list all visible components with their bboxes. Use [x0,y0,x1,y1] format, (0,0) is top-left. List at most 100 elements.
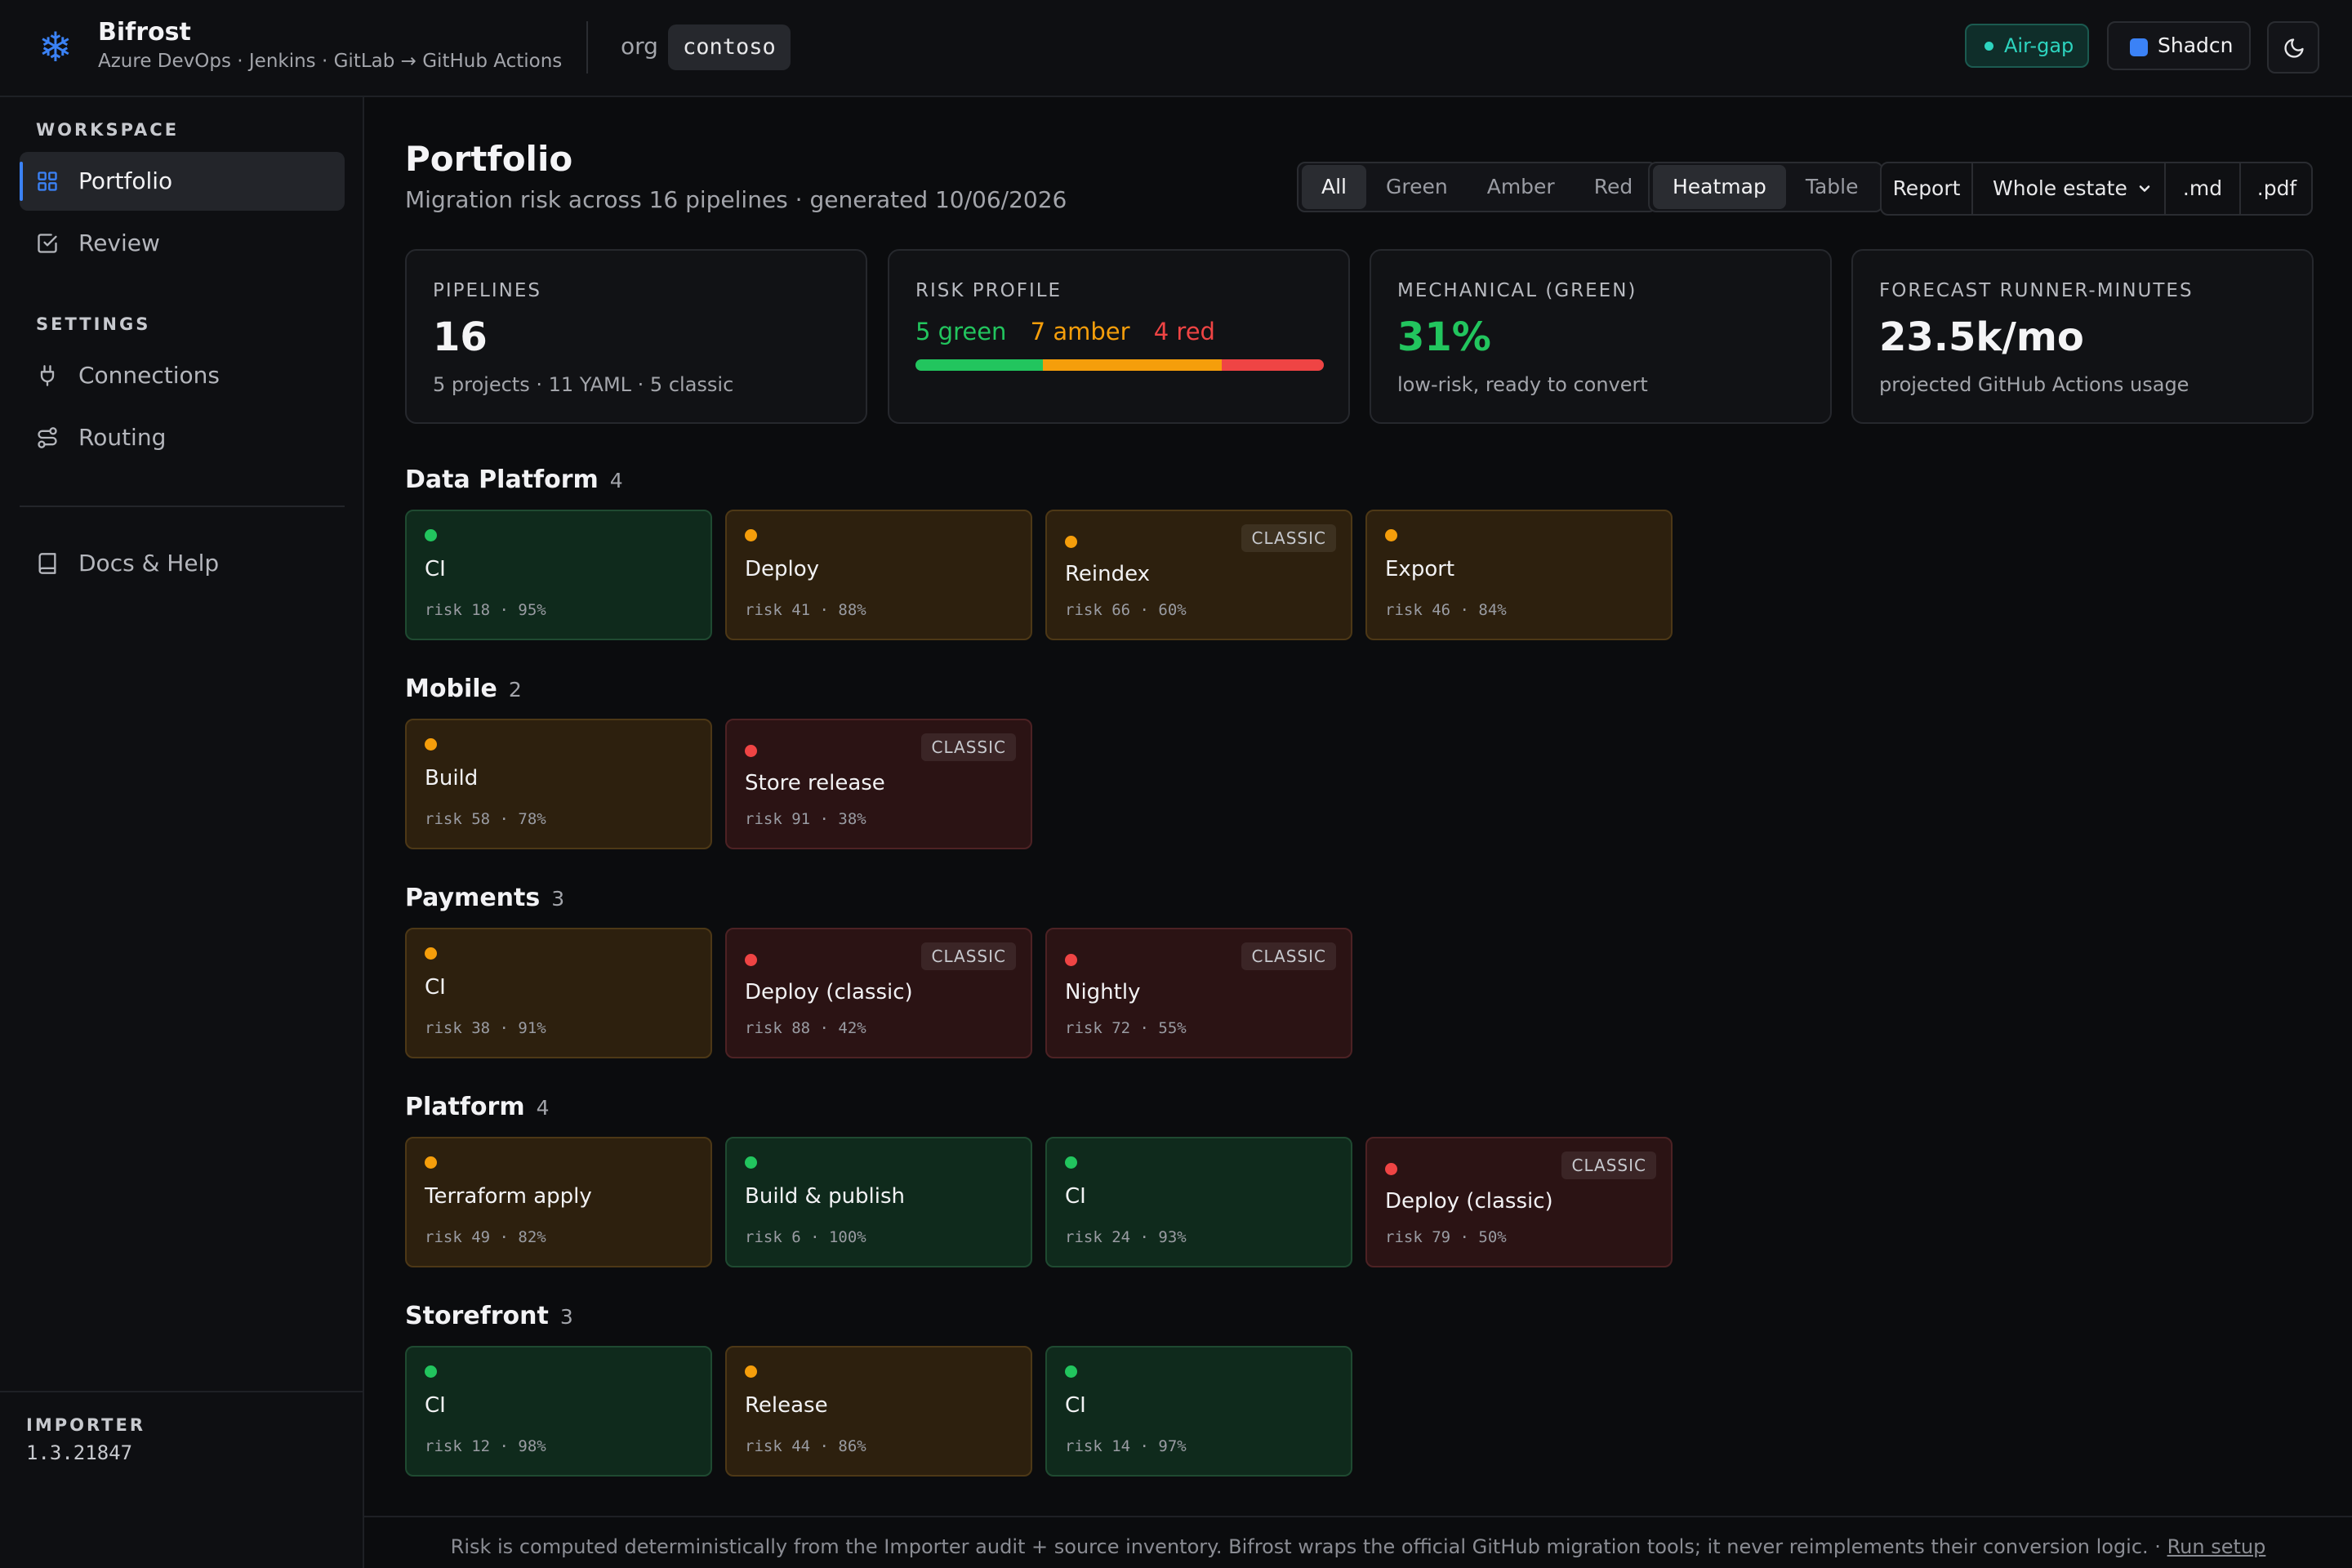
pipeline-tile[interactable]: Build risk 58 · 78% [405,719,712,849]
pipeline-tile[interactable]: CLASSIC Deploy (classic) risk 79 · 50% [1365,1137,1673,1267]
status-dot-amber [425,947,437,960]
group-name: Data Platform [405,466,599,494]
run-setup-link[interactable]: Run setup [2167,1535,2266,1558]
classic-badge: CLASSIC [1241,524,1336,552]
export-pdf-button[interactable]: .pdf [2256,176,2297,200]
risk-red-count: 4 red [1153,318,1215,345]
sidebar-item-docs[interactable]: Docs & Help [20,534,345,593]
classic-badge: CLASSIC [921,942,1016,970]
pipeline-name: Terraform apply [425,1184,592,1209]
status-dot-red [745,745,757,757]
settings-heading: SETTINGS [36,314,151,334]
airgap-badge[interactable]: Air-gap [1965,24,2089,68]
export-md-button[interactable]: .md [2182,176,2223,200]
stat-detail: projected GitHub Actions usage [1879,373,2189,396]
report-scope-select[interactable]: Whole estate [1973,163,2164,214]
stat-detail: 5 projects · 11 YAML · 5 classic [433,373,734,396]
dark-mode-toggle[interactable] [2267,21,2319,74]
pipeline-name: CI [425,975,446,1000]
pipeline-tile[interactable]: CLASSIC Store release risk 91 · 38% [725,719,1032,849]
pipeline-tile[interactable]: CI risk 18 · 95% [405,510,712,640]
pipeline-name: CI [1065,1393,1086,1418]
pipeline-tile[interactable]: CI risk 12 · 98% [405,1346,712,1477]
pipeline-tile[interactable]: Build & publish risk 6 · 100% [725,1137,1032,1267]
header-divider [586,21,588,74]
pipeline-risk-meta: risk 18 · 95% [425,601,546,619]
group-title: Mobile 2 [405,675,522,703]
group-title: Payments 3 [405,884,564,912]
sidebar-item-label: Review [78,229,160,256]
view-table[interactable]: Table [1805,175,1859,198]
group-name: Storefront [405,1302,549,1330]
pipeline-tile[interactable]: Export risk 46 · 84% [1365,510,1673,640]
classic-badge: CLASSIC [921,733,1016,761]
pipeline-risk-meta: risk 12 · 98% [425,1437,546,1455]
app-header: ❄ Bifrost Azure DevOps · Jenkins · GitLa… [0,0,2352,97]
status-dot-amber [745,529,757,541]
risk-bar-amber-segment [1043,359,1222,371]
filter-green[interactable]: Green [1386,175,1448,198]
pipeline-tile[interactable]: CLASSIC Reindex risk 66 · 60% [1045,510,1352,640]
pipeline-tile[interactable]: CLASSIC Nightly risk 72 · 55% [1045,928,1352,1058]
classic-badge: CLASSIC [1561,1152,1656,1179]
report-export: Report Whole estate .md .pdf [1880,162,2313,216]
group-name: Platform [405,1093,525,1121]
stat-label: FORECAST RUNNER-MINUTES [1879,280,2194,301]
group-count: 2 [508,678,522,702]
sidebar-item-review[interactable]: Review [20,214,345,273]
sidebar-item-routing[interactable]: Routing [20,408,345,467]
pipeline-risk-meta: risk 91 · 38% [745,810,866,828]
stat-value: 16 [433,314,488,360]
pipeline-risk-meta: risk 66 · 60% [1065,601,1187,619]
airgap-label: Air-gap [2004,34,2074,57]
org-selector[interactable]: contoso [668,24,791,70]
importer-label: IMPORTER [26,1415,146,1435]
status-dot-green [745,1156,757,1169]
sidebar-item-label: Portfolio [78,167,173,194]
status-filter: All Green Amber Red [1297,162,1658,212]
risk-green-count: 5 green [915,318,1007,345]
footer-text: Risk is computed deterministically from … [450,1535,2161,1558]
pipeline-risk-meta: risk 46 · 84% [1385,601,1507,619]
pipeline-risk-meta: risk 44 · 86% [745,1437,866,1455]
stat-card-pipelines: PIPELINES 16 5 projects · 11 YAML · 5 cl… [405,249,867,424]
stat-value: 31% [1397,314,1491,360]
pipeline-tile[interactable]: CI risk 38 · 91% [405,928,712,1058]
view-heatmap[interactable]: Heatmap [1653,165,1786,209]
stat-label: RISK PROFILE [915,280,1062,301]
pipeline-name: Build & publish [745,1184,906,1209]
pipeline-tile[interactable]: Deploy risk 41 · 88% [725,510,1032,640]
status-dot-amber [1065,536,1077,548]
book-icon [38,553,56,574]
pipeline-tile[interactable]: CLASSIC Deploy (classic) risk 88 · 42% [725,928,1032,1058]
pipeline-tile[interactable]: Release risk 44 · 86% [725,1346,1032,1477]
page-subtitle: Migration risk across 16 pipelines · gen… [405,186,1067,213]
pipeline-risk-meta: risk 14 · 97% [1065,1437,1187,1455]
group-name: Mobile [405,675,497,703]
status-dot-amber [425,1156,437,1169]
risk-bar-green-segment [915,359,1044,371]
group-title: Data Platform 4 [405,466,623,494]
pipeline-name: Release [745,1393,828,1418]
report-divider [2164,163,2166,214]
pipeline-tile[interactable]: Terraform apply risk 49 · 82% [405,1137,712,1267]
filter-red[interactable]: Red [1593,175,1633,198]
filter-all[interactable]: All [1302,165,1366,209]
status-dot-amber [425,738,437,751]
status-dot-red [1385,1163,1397,1175]
risk-distribution-bar [915,359,1324,371]
snowflake-logo-icon: ❄ [38,24,73,71]
sidebar-item-portfolio[interactable]: Portfolio [20,152,345,211]
stat-value: 23.5k/mo [1879,314,2084,360]
sidebar-item-connections[interactable]: Connections [20,346,345,405]
plug-icon [40,365,55,386]
pipeline-name: Deploy [745,557,820,581]
filter-amber[interactable]: Amber [1486,175,1555,198]
grid-icon [38,172,57,191]
theme-selector-button[interactable]: Shadcn [2107,21,2251,70]
pipeline-tile[interactable]: CI risk 24 · 93% [1045,1137,1352,1267]
group-count: 3 [559,1305,573,1329]
footer-divider [364,1516,2352,1517]
status-dot-red [745,954,757,966]
pipeline-tile[interactable]: CI risk 14 · 97% [1045,1346,1352,1477]
